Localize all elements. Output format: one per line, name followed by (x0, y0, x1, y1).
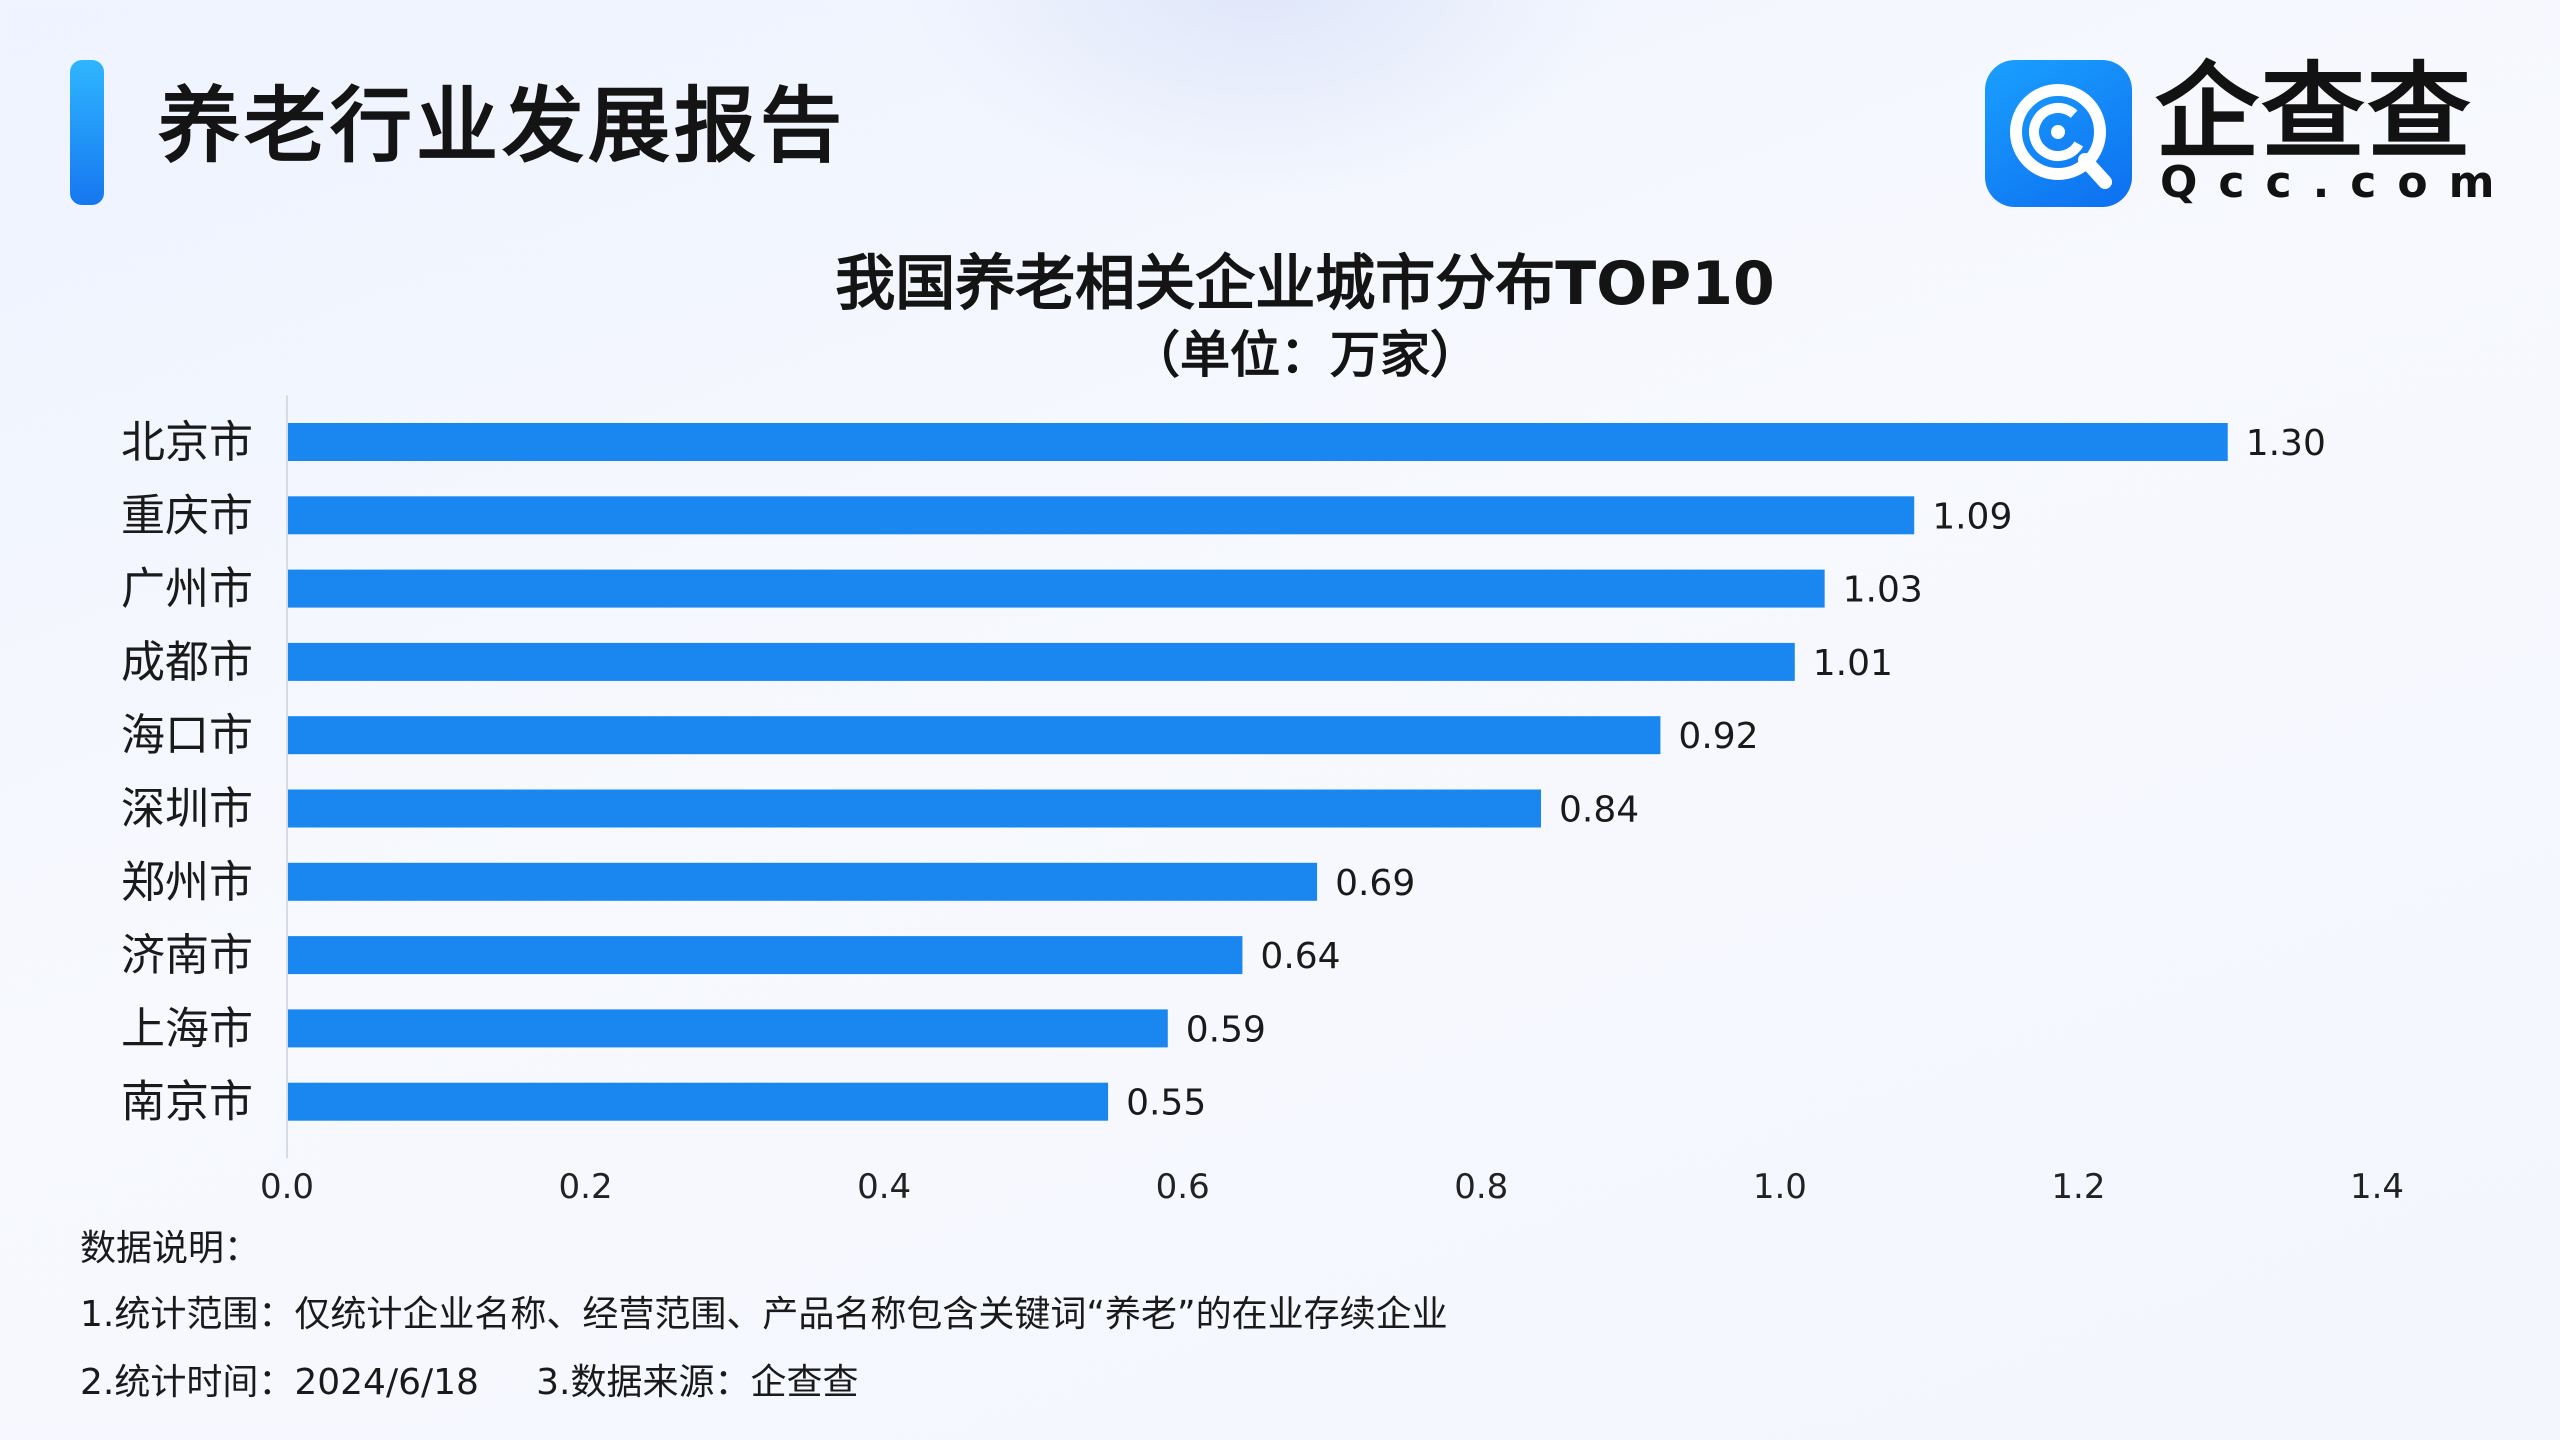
category-label: 成都市 (121, 637, 253, 688)
bar-7 (288, 862, 1318, 901)
category-label: 郑州市 (121, 857, 253, 908)
category-label: 重庆市 (121, 490, 253, 541)
bar-3 (288, 569, 1825, 608)
logo-domain: Qcc.com (2160, 157, 2516, 208)
bar-10 (288, 1082, 1109, 1121)
x-tick-label: 0.8 (1454, 1167, 1508, 1207)
value-label: 1.01 (1813, 643, 1893, 684)
notes-scope: 1.统计范围：仅统计企业名称、经营范围、产品名称包含关键词“养老”的在业存续企业 (80, 1294, 1448, 1335)
x-tick-label: 1.4 (2350, 1167, 2404, 1207)
category-label: 北京市 (121, 417, 253, 468)
value-label: 1.30 (2246, 423, 2326, 464)
category-label: 济南市 (121, 930, 253, 981)
x-tick-label: 0.6 (1156, 1167, 1210, 1207)
title-accent-bar (70, 60, 104, 205)
category-label: 南京市 (121, 1077, 253, 1128)
notes-heading: 数据说明： (80, 1228, 261, 1269)
bar-1 (288, 423, 2228, 461)
x-tick-label: 1.2 (2051, 1167, 2105, 1207)
value-label: 0.84 (1559, 790, 1639, 831)
bar-5 (288, 716, 1661, 755)
category-label: 海口市 (121, 710, 253, 761)
category-label: 上海市 (121, 1003, 253, 1054)
bar-chart: 北京市 1.30 重庆市 1.09 广州市 1.03 成都市 1.01 海口市 0.92 深圳市 0.… (121, 395, 2404, 1207)
qcc-logo-mark (2010, 84, 2112, 189)
bar-9 (288, 1009, 1168, 1048)
value-label: 0.55 (1126, 1083, 1206, 1124)
logo-name: 企查查 (2155, 51, 2474, 173)
value-label: 1.09 (1932, 496, 2012, 537)
bar-8 (288, 936, 1243, 975)
x-tick-label: 1.0 (1753, 1167, 1807, 1207)
x-tick-label: 0.2 (559, 1167, 613, 1207)
x-tick-label: 0.4 (857, 1167, 911, 1207)
value-label: 0.59 (1186, 1009, 1266, 1050)
notes-time-source: 2.统计时间：2024/6/18 3.数据来源：企查查 (80, 1362, 859, 1403)
qcc-logo-icon (1985, 60, 2132, 207)
category-label: 深圳市 (121, 784, 253, 835)
chart-subtitle: （单位：万家） (1130, 326, 1480, 384)
value-label: 0.69 (1335, 863, 1415, 904)
bar-6 (288, 789, 1541, 828)
value-label: 0.64 (1260, 936, 1340, 977)
value-label: 0.92 (1678, 716, 1758, 757)
value-label: 1.03 (1843, 570, 1923, 611)
bar-2 (288, 496, 1915, 535)
x-tick-label: 0.0 (260, 1167, 314, 1207)
bar-4 (288, 642, 1795, 681)
category-label: 广州市 (121, 564, 253, 615)
chart-title: 我国养老相关企业城市分布TOP10 (835, 249, 1775, 319)
page-title: 养老行业发展报告 (158, 79, 847, 174)
